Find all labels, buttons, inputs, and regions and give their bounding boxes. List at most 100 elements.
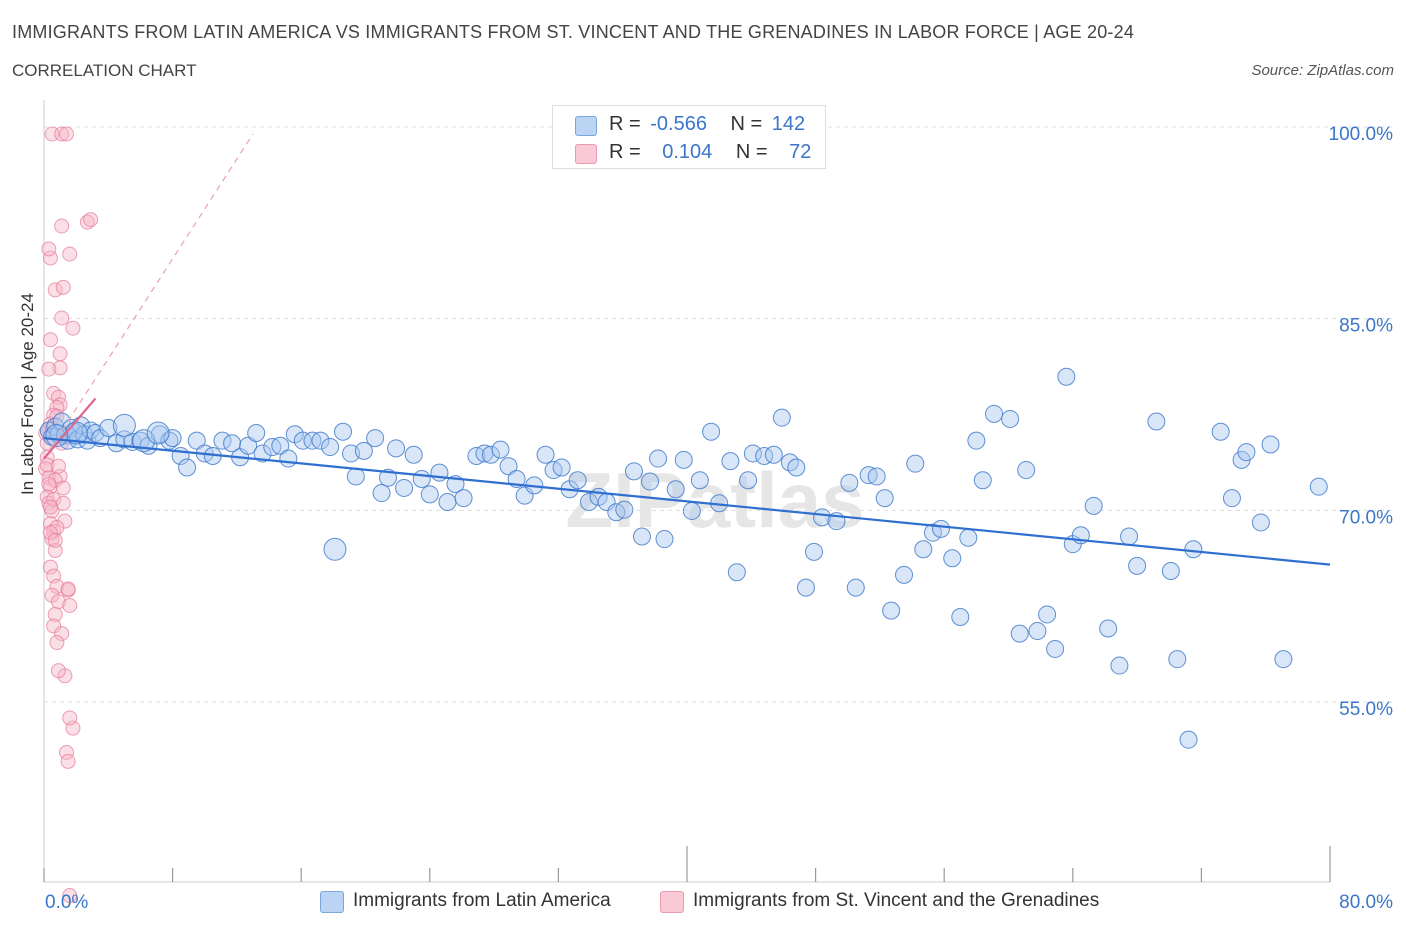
- data-point: [882, 601, 901, 620]
- data-point: [739, 471, 758, 490]
- y-tick-label: 85.0%: [1339, 316, 1393, 337]
- data-point: [62, 246, 78, 262]
- data-point: [99, 418, 118, 437]
- data-point: [42, 525, 58, 541]
- chart-subtitle: CORRELATION CHART: [12, 61, 197, 80]
- data-point: [50, 663, 66, 679]
- data-point: [49, 578, 65, 594]
- data-point: [55, 480, 71, 496]
- r-label: R =: [609, 113, 641, 135]
- data-point: [787, 458, 806, 477]
- data-point: [42, 332, 58, 348]
- data-point: [1099, 619, 1118, 638]
- data-point: [41, 241, 57, 257]
- data-point: [632, 527, 651, 546]
- legend-swatch-pink: [660, 891, 684, 913]
- data-point: [1251, 513, 1270, 532]
- data-point: [914, 540, 933, 559]
- data-point: [875, 489, 894, 508]
- y-tick-label: 55.0%: [1339, 699, 1393, 720]
- chart-title: IMMIGRANTS FROM LATIN AMERICA VS IMMIGRA…: [12, 22, 1135, 42]
- data-point: [412, 470, 431, 488]
- data-point: [846, 578, 865, 597]
- legend-swatch-pink: [575, 144, 597, 164]
- data-point: [867, 467, 886, 486]
- data-point: [1120, 527, 1139, 546]
- data-point: [1222, 489, 1241, 508]
- data-point: [52, 346, 68, 362]
- data-point: [481, 445, 500, 464]
- data-point: [366, 429, 385, 448]
- data-point: [83, 212, 99, 228]
- legend-label: Immigrants from Latin America: [353, 890, 611, 911]
- data-point: [404, 445, 423, 464]
- data-point: [906, 454, 925, 473]
- data-point: [682, 501, 701, 520]
- data-point: [395, 478, 414, 497]
- data-point: [54, 626, 70, 642]
- data-point: [1028, 622, 1047, 641]
- data-point: [420, 485, 439, 504]
- data-point: [702, 422, 721, 441]
- data-point: [146, 421, 170, 445]
- data-point: [178, 458, 197, 477]
- data-point: [568, 471, 587, 490]
- data-point: [55, 279, 71, 295]
- data-point: [321, 438, 340, 457]
- legend-swatch-blue: [575, 116, 597, 136]
- data-point: [755, 447, 774, 465]
- data-point: [239, 436, 258, 455]
- data-point: [65, 320, 81, 336]
- data-point: [840, 473, 859, 492]
- data-point: [54, 126, 70, 142]
- data-point: [333, 422, 352, 441]
- data-point: [253, 444, 272, 463]
- data-point: [81, 421, 100, 440]
- data-point: [951, 608, 970, 626]
- data-point: [41, 361, 57, 377]
- data-point: [60, 581, 76, 597]
- data-point: [223, 434, 242, 453]
- data-point: [772, 408, 791, 427]
- data-point: [50, 458, 66, 474]
- data-point: [52, 360, 68, 376]
- data-point: [727, 563, 746, 582]
- data-point: [1001, 409, 1020, 428]
- data-point: [1179, 730, 1198, 749]
- data-point: [1147, 412, 1166, 431]
- data-point: [1161, 562, 1180, 580]
- data-point: [46, 618, 62, 634]
- data-point: [42, 559, 58, 575]
- data-point: [62, 888, 78, 904]
- data-point: [579, 493, 598, 511]
- data-point: [552, 458, 571, 477]
- data-point: [491, 440, 510, 459]
- data-point: [346, 467, 365, 486]
- y-tick-label: 70.0%: [1339, 507, 1393, 528]
- data-point: [42, 499, 58, 515]
- data-point: [112, 413, 136, 437]
- data-point: [1017, 461, 1036, 480]
- series-svg-points: [38, 126, 99, 904]
- data-point: [387, 439, 406, 458]
- data-point: [721, 452, 740, 471]
- data-point: [47, 543, 63, 559]
- data-point: [615, 500, 634, 519]
- series-latin-america-points: [39, 367, 1328, 749]
- data-point: [44, 587, 60, 603]
- data-point: [1057, 367, 1076, 386]
- stats-legend: R = -0.566 N = 142 R = 0.104 N = 72: [552, 105, 826, 169]
- data-point: [62, 598, 78, 613]
- legend-label: Immigrants from St. Vincent and the Gren…: [693, 890, 1100, 911]
- data-point: [54, 310, 70, 326]
- data-point: [967, 431, 986, 450]
- data-point: [1237, 443, 1256, 462]
- data-point: [49, 635, 65, 651]
- data-point: [132, 429, 156, 453]
- data-point: [1046, 639, 1065, 658]
- data-point: [1084, 496, 1103, 515]
- data-point: [743, 444, 762, 463]
- legend-swatch-blue: [320, 891, 344, 913]
- data-point: [187, 431, 206, 450]
